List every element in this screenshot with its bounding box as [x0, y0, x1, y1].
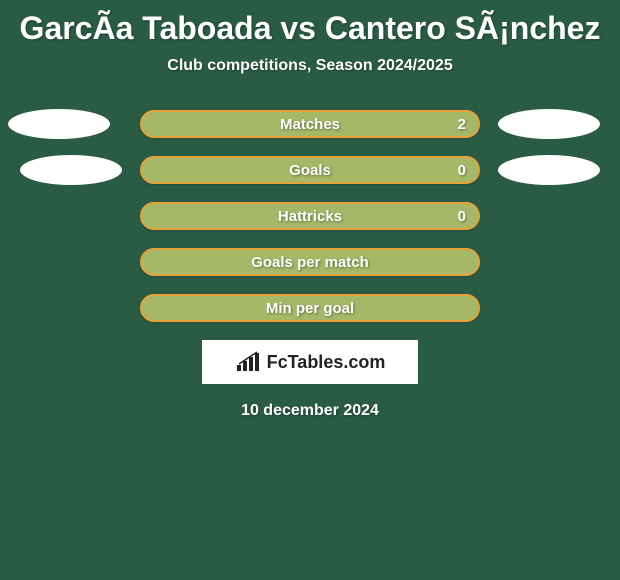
stat-label: Goals [289, 162, 331, 179]
subtitle: Club competitions, Season 2024/2025 [0, 57, 620, 75]
stat-row-goals: Goals 0 [0, 156, 620, 184]
stat-bar: Goals 0 [140, 156, 480, 184]
stats-container: Matches 2 Goals 0 Hattricks 0 Goals per … [0, 110, 620, 322]
stat-bar: Matches 2 [140, 110, 480, 138]
stat-bar: Goals per match [140, 248, 480, 276]
left-ellipse [20, 155, 122, 185]
stat-row-hattricks: Hattricks 0 [0, 202, 620, 230]
chart-icon [235, 351, 261, 373]
stat-value: 2 [458, 116, 466, 133]
stat-bar: Hattricks 0 [140, 202, 480, 230]
right-ellipse [498, 109, 600, 139]
stat-row-min-per-goal: Min per goal [0, 294, 620, 322]
right-ellipse [498, 155, 600, 185]
stat-value: 0 [458, 208, 466, 225]
logo-box: FcTables.com [202, 340, 418, 384]
stat-label: Goals per match [251, 254, 369, 271]
stat-label: Min per goal [266, 300, 354, 317]
logo-text: FcTables.com [267, 352, 386, 373]
stat-value: 0 [458, 162, 466, 179]
date-text: 10 december 2024 [0, 402, 620, 420]
stat-row-goals-per-match: Goals per match [0, 248, 620, 276]
stat-row-matches: Matches 2 [0, 110, 620, 138]
stat-label: Hattricks [278, 208, 342, 225]
left-ellipse [8, 109, 110, 139]
page-title: GarcÃ­a Taboada vs Cantero SÃ¡nchez [0, 0, 620, 47]
stat-bar: Min per goal [140, 294, 480, 322]
stat-label: Matches [280, 116, 340, 133]
